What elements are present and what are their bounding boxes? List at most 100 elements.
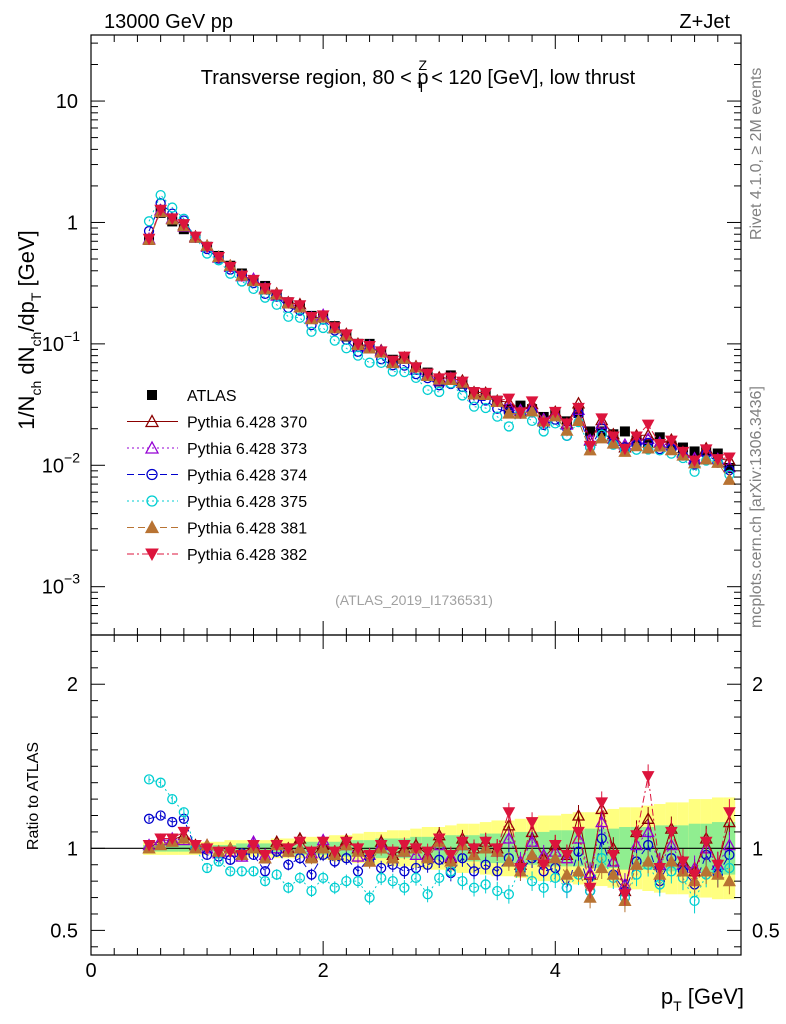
ratio-point-series-5 [537,859,551,872]
legend-label-0: Pythia 6.428 370 [187,415,307,432]
data-point-series-5 [618,443,632,456]
ratio-point-series-5 [711,859,725,872]
data-point-series-3 [143,216,155,227]
data-point-series-4 [502,406,516,419]
data-point-series-5 [432,373,446,385]
ratio-point-series-2 [434,854,445,865]
data-point-atlas [724,462,735,473]
data-point-series-5 [456,376,469,389]
data-point-series-5 [223,261,237,274]
ratio-point-series-3 [155,777,166,788]
data-point-series-3 [294,312,306,323]
ratio-y-tick-label-right: 1 [752,838,763,860]
legend-marker-4 [144,520,160,534]
ratio-point-series-5 [177,826,191,839]
data-point-series-4 [560,423,574,436]
ratio-point-series-2 [306,869,317,880]
data-point-series-4 [525,404,539,417]
series-line-3 [148,194,730,476]
y-tick-label-base: 10 [42,577,64,599]
ratio-point-series-3 [201,862,213,874]
data-point-series-4 [641,441,655,454]
data-point-series-4 [664,443,678,456]
ratio-point-series-5 [456,836,469,849]
legend-label-1: Pythia 6.428 373 [187,441,307,458]
data-point-series-5 [316,310,330,322]
data-point-series-5 [293,300,307,312]
ratio-point-series-3 [457,876,468,887]
data-point-series-4 [606,436,620,449]
ratio-point-series-3 [341,876,352,887]
y-tick-label-exp: −2 [64,449,80,465]
ratio-point-series-2 [283,859,294,870]
ratio-point-series-3 [468,882,480,893]
legend-label-atlas: ATLAS [187,388,237,405]
ratio-point-series-5 [328,846,342,859]
data-point-series-3 [376,357,387,369]
data-point-series-5 [398,351,411,364]
ratio-point-series-5 [223,846,237,859]
ratio-point-series-3 [143,774,155,785]
data-point-series-5 [676,446,690,459]
ratio-point-series-5 [212,846,226,859]
ratio-point-series-5 [398,840,411,852]
ratio-point-series-5 [583,882,597,895]
y-tick-label: 10 [56,91,78,113]
ratio-point-series-3 [283,882,294,893]
x-tick-label: 2 [318,960,329,982]
ratio-point-series-1 [409,848,423,861]
ratio-point-series-4 [606,867,620,880]
ratio-point-series-5 [374,840,388,852]
data-point-series-5 [502,393,516,406]
data-point-series-3 [480,402,491,414]
ratio-point-series-0 [571,808,586,821]
ratio-point-series-3 [503,889,515,900]
chart-title-pre: Transverse region, 80 < p [201,67,429,89]
data-point-series-5 [374,346,388,358]
data-point-series-3 [526,415,538,427]
data-point-series-5 [270,289,284,302]
data-point-series-5 [723,452,736,465]
data-point-series-3 [422,384,433,396]
ratio-point-series-3 [259,876,271,887]
data-point-series-5 [386,355,400,368]
ratio-point-series-5 [247,840,260,852]
ratio-point-series-5 [630,830,643,842]
ratio-point-series-5 [676,856,690,868]
ratio-point-series-5 [305,846,318,859]
data-point-series-5 [258,283,272,295]
data-point-series-5 [537,417,551,430]
ratio-point-series-3 [167,793,178,805]
ratio-point-series-1 [502,831,516,844]
data-point-series-5 [200,241,214,254]
legend: ATLAS Pythia 6.428 370 Pythia 6.428 373 Pyt… [127,388,307,564]
data-point-series-5 [595,413,609,425]
ratio-point-series-5 [688,869,701,882]
ratio-point-series-3 [689,895,700,906]
data-point-series-0 [641,428,655,441]
ratio-point-series-4 [595,861,609,874]
ratio-point-series-5 [293,836,307,849]
legend-marker-0 [144,414,160,428]
y-tick-label-base: 10 [56,91,78,113]
x-tick-label: 4 [550,960,561,982]
data-point-series-5 [630,431,643,443]
data-point-series-0 [722,453,736,466]
ratio-point-series-5 [641,771,655,783]
data-point-series-3 [387,366,398,377]
legend-marker-5 [145,548,159,562]
data-point-series-5 [653,439,667,451]
ratio-y-axis-label: Ratio to ATLAS [25,742,42,850]
ratio-point-series-5 [665,826,678,839]
data-point-series-5 [328,322,342,334]
ratio-point-series-4 [525,848,539,861]
data-point-series-5 [351,338,365,351]
data-point-series-5 [363,341,376,353]
data-point-series-5 [177,219,191,231]
ratio-y-tick-label: 2 [67,674,78,696]
data-point-series-3 [167,202,178,213]
ratio-point-series-5 [281,843,295,855]
process-label: Z+Jet [679,11,730,33]
data-point-series-5 [154,204,167,217]
ratio-point-series-3 [271,869,282,880]
